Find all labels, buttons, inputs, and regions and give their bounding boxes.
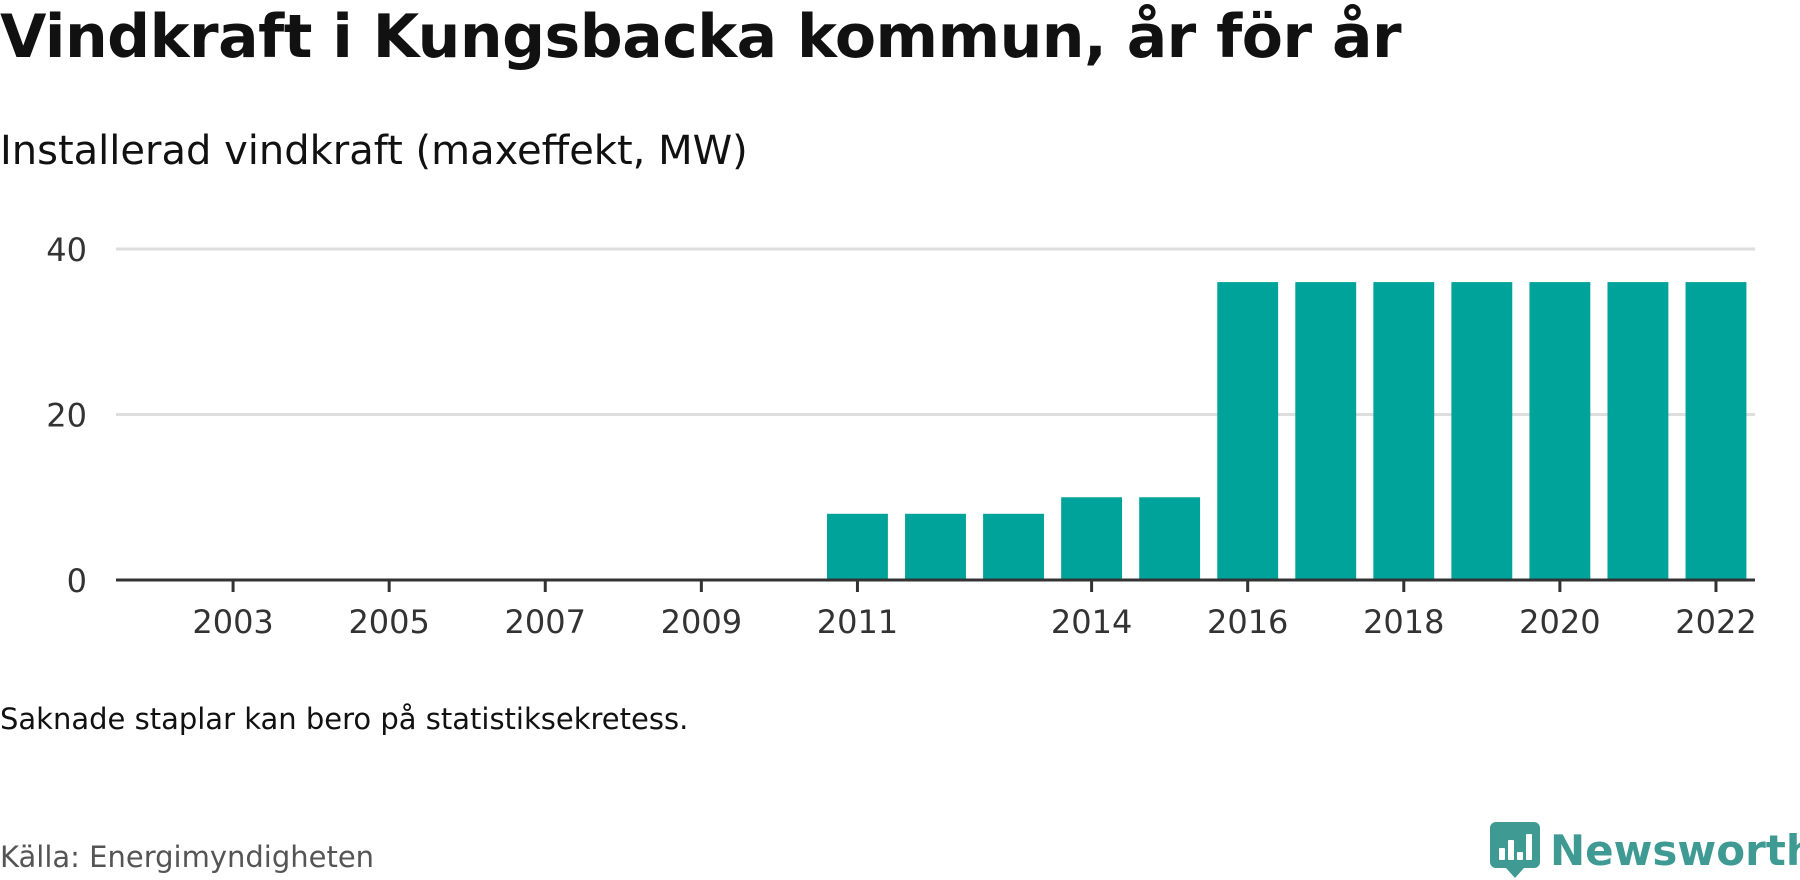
y-tick-label: 40 (46, 231, 87, 269)
chart-note: Saknade staplar kan bero på statistiksek… (0, 702, 689, 736)
bar-2019 (1451, 282, 1513, 580)
newsworthy-logo-icon (1490, 822, 1540, 878)
bar-2017 (1295, 282, 1357, 580)
y-tick-label: 20 (46, 397, 87, 435)
x-tick-label: 2005 (348, 603, 429, 641)
bar-2020 (1529, 282, 1591, 580)
bar-2018 (1373, 282, 1435, 580)
bar-2012 (905, 513, 966, 580)
bar-chart: 0 20 40 2003 2005 2007 2009 2011 2014 2016 2018 202… (46, 231, 1756, 641)
chart-subtitle: Installerad vindkraft (maxeffekt, MW) (0, 128, 748, 174)
x-tick-label: 2014 (1051, 603, 1132, 641)
y-tick-label: 0 (67, 562, 87, 600)
x-tick-label: 2007 (505, 603, 586, 641)
bar-2021 (1607, 282, 1669, 580)
brand-logo[interactable]: Newsworthy (1490, 820, 1800, 880)
bar-2013 (983, 513, 1044, 580)
x-tick-label: 2020 (1519, 603, 1600, 641)
brand-name: Newsworthy (1550, 825, 1800, 875)
x-tick-label: 2003 (192, 603, 273, 641)
bar-2011 (827, 513, 888, 580)
bar-2016 (1217, 282, 1279, 580)
x-tick-label: 2018 (1363, 603, 1444, 641)
axes: 0 20 40 2003 2005 2007 2009 2011 2014 2016 2018 202… (46, 231, 1756, 641)
source-text: Källa: Energimyndigheten (0, 840, 375, 874)
bar-2014 (1061, 497, 1123, 580)
x-tick-label: 2022 (1675, 603, 1756, 641)
x-tick-label: 2009 (661, 603, 742, 641)
x-tick-label: 2011 (817, 603, 898, 641)
x-tick-label: 2016 (1207, 603, 1288, 641)
bars (827, 282, 1747, 580)
chart-title: Vindkraft i Kungsbacka kommun, år för år (0, 2, 1402, 72)
bar-2022 (1685, 282, 1747, 580)
bar-2015 (1139, 497, 1201, 580)
